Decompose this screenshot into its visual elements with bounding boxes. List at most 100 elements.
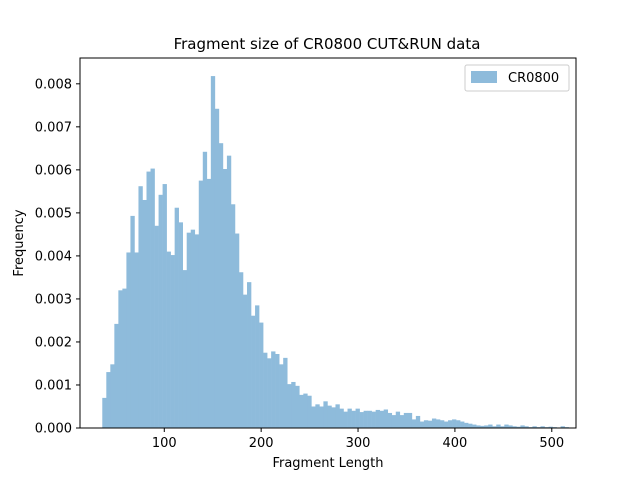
histogram-bar — [179, 222, 183, 428]
histogram-bar — [315, 404, 319, 428]
histogram-bar — [106, 372, 110, 428]
histogram-bar — [155, 226, 159, 428]
histogram-bar — [267, 358, 271, 428]
histogram-bar — [472, 425, 476, 428]
histogram-bar — [339, 409, 343, 428]
histogram-bar — [335, 404, 339, 428]
histogram-bar — [191, 230, 195, 428]
histogram-bar — [130, 216, 134, 428]
histogram-bar — [344, 412, 348, 428]
histogram-bar — [251, 316, 255, 428]
histogram-bar — [360, 412, 364, 428]
histogram-bar — [247, 282, 251, 428]
histogram-bar — [400, 415, 404, 428]
histogram-bar — [279, 364, 283, 428]
histogram-bar — [163, 184, 167, 428]
histogram-bar — [138, 186, 142, 428]
histogram-bar — [420, 422, 424, 428]
histogram-bar — [118, 290, 122, 428]
histogram-bar — [147, 172, 151, 428]
y-tick-label: 0.008 — [35, 77, 72, 92]
histogram-bar — [440, 420, 444, 428]
histogram-bar — [323, 401, 327, 428]
histogram-bar — [283, 358, 287, 428]
histogram-bar — [416, 416, 420, 428]
histogram-bar — [207, 179, 211, 428]
histogram-bar — [114, 324, 118, 428]
histogram-bar — [122, 289, 126, 428]
histogram-bar — [211, 76, 215, 428]
histogram-bar — [231, 204, 235, 428]
histogram-bar — [175, 208, 179, 428]
histogram-bar — [352, 411, 356, 428]
y-tick-label: 0.006 — [35, 163, 72, 178]
y-tick-label: 0.007 — [35, 120, 72, 135]
histogram-bar — [255, 305, 259, 428]
histogram-bar — [171, 255, 175, 428]
histogram-bar — [504, 425, 508, 428]
histogram-bar — [299, 395, 303, 428]
histogram-bar — [295, 386, 299, 428]
histogram-bar — [263, 353, 267, 428]
histogram-bar — [396, 412, 400, 428]
y-tick-label: 0.005 — [35, 206, 72, 221]
histogram-bar — [364, 411, 368, 428]
histogram-bar — [291, 382, 295, 428]
x-tick-label: 500 — [539, 436, 564, 451]
histogram-bar — [311, 406, 315, 428]
histogram-bar — [432, 419, 436, 428]
histogram-bar — [464, 423, 468, 428]
histogram-bar — [408, 413, 412, 428]
histogram-bar — [183, 270, 187, 428]
histogram-bar — [384, 410, 388, 429]
histogram-bar — [275, 354, 279, 428]
histogram-bar — [102, 398, 106, 428]
histogram-bar — [219, 143, 223, 428]
x-tick-label: 100 — [152, 436, 177, 451]
histogram-bar — [215, 109, 219, 428]
histogram-bar — [424, 420, 428, 428]
histogram-bar — [368, 411, 372, 428]
y-tick-label: 0.001 — [35, 378, 72, 393]
histogram-bar — [392, 415, 396, 428]
histogram-bar — [448, 420, 452, 428]
y-tick-label: 0.003 — [35, 292, 72, 307]
histogram-bar — [239, 272, 243, 428]
histogram-bar — [436, 419, 440, 428]
legend-label: CR0800 — [508, 71, 559, 86]
histogram-bar — [356, 409, 360, 428]
histogram-bar — [412, 419, 416, 428]
x-tick-label: 200 — [249, 436, 274, 451]
histogram-bar — [376, 410, 380, 428]
histogram-bar — [159, 195, 163, 428]
histogram-bar — [380, 411, 384, 428]
histogram-bar — [199, 181, 203, 428]
y-tick-label: 0.000 — [35, 422, 72, 437]
histogram-bar — [456, 420, 460, 428]
histogram-bar — [348, 409, 352, 428]
histogram-bar — [259, 323, 263, 428]
legend: CR0800 — [465, 65, 569, 91]
y-tick-label: 0.004 — [35, 249, 72, 264]
histogram-bar — [167, 252, 171, 428]
histogram-bar — [428, 421, 432, 428]
histogram-bar — [142, 200, 146, 428]
histogram-bar — [319, 406, 323, 428]
x-tick-label: 400 — [442, 436, 467, 451]
x-axis-label: Fragment Length — [272, 456, 383, 471]
histogram-bar — [126, 252, 130, 428]
histogram-bar — [223, 169, 227, 428]
histogram-bar — [452, 419, 456, 428]
y-tick-label: 0.002 — [35, 335, 72, 350]
histogram-bar — [134, 252, 138, 428]
histogram-bar — [388, 413, 392, 428]
x-tick-label: 300 — [346, 436, 371, 451]
histogram-bar — [372, 412, 376, 428]
histogram-bar — [235, 234, 239, 428]
histogram-bar — [496, 425, 500, 428]
histogram-bar — [227, 156, 231, 428]
histogram-bar — [488, 425, 492, 428]
histogram-bar — [287, 384, 291, 428]
histogram-bar — [110, 364, 114, 428]
